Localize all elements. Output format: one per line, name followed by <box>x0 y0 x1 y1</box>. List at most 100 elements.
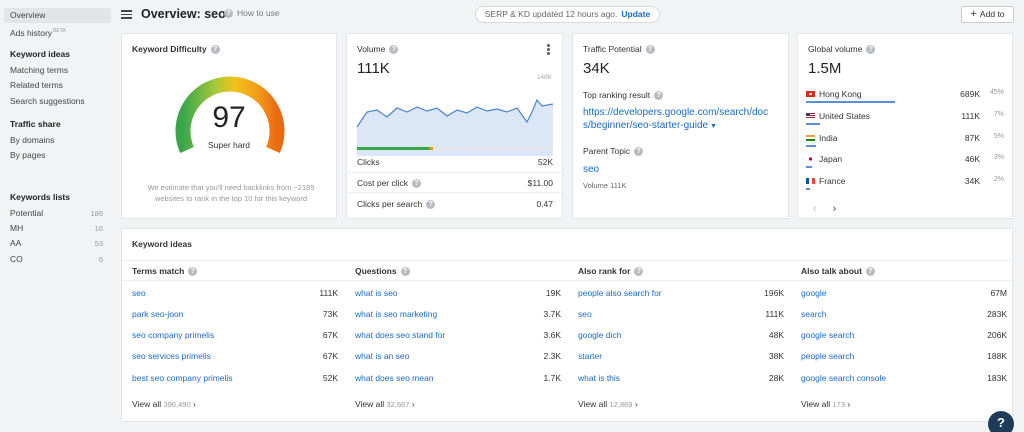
keyword-link[interactable]: starter <box>578 351 603 361</box>
list-item[interactable]: starter 38K <box>578 351 784 361</box>
keyword-link[interactable]: people also search for <box>578 288 662 298</box>
list-item[interactable]: google 67M <box>801 288 1007 298</box>
help-circle-icon[interactable]: ? <box>645 45 655 55</box>
keyword-link[interactable]: best seo company primelis <box>132 373 233 383</box>
sidebar-item-matching-terms[interactable]: Matching terms <box>10 65 69 75</box>
update-link[interactable]: Update <box>621 9 651 19</box>
help-circle-icon[interactable]: ? <box>865 267 875 277</box>
help-circle-icon[interactable]: ? <box>426 200 436 210</box>
keyword-volume: 283K <box>987 309 1007 319</box>
chevron-left-icon[interactable]: ‹ <box>813 203 833 215</box>
help-circle-icon[interactable]: ? <box>389 45 399 55</box>
list-item[interactable]: people also search for 196K <box>578 288 784 298</box>
keyword-link[interactable]: what is seo <box>355 288 398 298</box>
help-circle-icon[interactable]: ? <box>866 45 876 55</box>
help-circle-icon[interactable]: ? <box>412 179 422 189</box>
view-all-link[interactable]: View all 12,869 › <box>578 399 638 409</box>
list-item[interactable]: what does seo stand for 3.6K <box>355 330 561 340</box>
list-item[interactable]: google search 206K <box>801 330 1007 340</box>
row-label: Clicks <box>357 157 380 167</box>
keyword-link[interactable]: people search <box>801 351 855 361</box>
sidebar-item-by-domains[interactable]: By domains <box>10 135 55 145</box>
keyword-link[interactable]: google dich <box>578 330 622 340</box>
help-circle-icon[interactable]: ? <box>188 267 198 277</box>
view-all-link[interactable]: View all 32,667 › <box>355 399 415 409</box>
list-item[interactable]: what does seo mean 1.7K <box>355 373 561 383</box>
keyword-volume: 3.6K <box>543 330 562 340</box>
row-label: Cost per click <box>357 178 409 188</box>
sidebar-list-item[interactable]: MH 16 <box>4 221 111 236</box>
gv-title-label: Global volume <box>808 44 863 54</box>
keyword-link[interactable]: seo services primelis <box>132 351 211 361</box>
help-circle-icon[interactable]: ? <box>210 45 220 55</box>
list-item[interactable]: people search 188K <box>801 351 1007 361</box>
keyword-link[interactable]: seo <box>578 309 592 319</box>
volume-trend-chart <box>357 98 553 156</box>
help-circle-icon[interactable]: ? <box>400 267 410 277</box>
country-pager: ‹› <box>813 203 852 215</box>
keyword-link[interactable]: seo company primelis <box>132 330 215 340</box>
chart-max-label: 148K <box>536 74 552 81</box>
list-item[interactable]: seo 111K <box>578 309 784 319</box>
country-row[interactable]: United States 111K 7% <box>806 111 1004 127</box>
chevron-right-icon[interactable]: › <box>832 203 853 215</box>
parent-topic-label: Parent Topic? <box>583 146 644 157</box>
help-circle-icon[interactable]: ? <box>634 267 644 277</box>
keyword-link[interactable]: search <box>801 309 827 319</box>
country-percent: 45% <box>989 89 1004 96</box>
list-item[interactable]: park seo-joon 73K <box>132 309 338 319</box>
keyword-link[interactable]: what does seo stand for <box>355 330 446 340</box>
view-all-count: 12,869 <box>609 400 633 409</box>
keyword-link[interactable]: what is an seo <box>355 351 410 361</box>
more-options-icon[interactable] <box>547 44 550 56</box>
view-all-label: View all <box>132 399 162 409</box>
keyword-link[interactable]: google <box>801 288 827 298</box>
sidebar-item-search-suggestions[interactable]: Search suggestions <box>10 96 85 106</box>
add-to-button[interactable]: + Add to <box>961 6 1014 23</box>
sidebar-item-overview[interactable]: Overview <box>4 8 111 23</box>
keyword-link[interactable]: park seo-joon <box>132 309 184 319</box>
help-circle-icon[interactable]: ? <box>634 147 644 157</box>
sidebar-list-item[interactable]: Potential 186 <box>4 206 111 221</box>
list-item[interactable]: seo 111K <box>132 288 338 298</box>
list-item[interactable]: best seo company primelis 52K <box>132 373 338 383</box>
list-item[interactable]: seo company primelis 67K <box>132 330 338 340</box>
page-title: Overview: seo <box>141 7 226 21</box>
view-all-link[interactable]: View all 173 › <box>801 399 850 409</box>
list-item[interactable]: search 283K <box>801 309 1007 319</box>
view-all-link[interactable]: View all 396,490 › <box>132 399 196 409</box>
country-volume: 87K <box>964 133 980 143</box>
sidebar-item-related-terms[interactable]: Related terms <box>10 80 63 90</box>
how-to-use-link[interactable]: ? How to use <box>224 8 280 19</box>
france-flag-icon <box>806 178 815 184</box>
divider <box>122 260 1012 261</box>
list-item[interactable]: what is seo marketing 3.7K <box>355 309 561 319</box>
list-item[interactable]: seo services primelis 67K <box>132 351 338 361</box>
country-row[interactable]: Japan 46K 3% <box>806 154 1004 170</box>
sidebar-item-ads-history[interactable]: Ads historyBETA <box>4 24 111 39</box>
help-circle-icon[interactable]: ? <box>654 91 664 101</box>
list-item[interactable]: google dich 48K <box>578 330 784 340</box>
list-item[interactable]: what is seo 19K <box>355 288 561 298</box>
india-flag-icon <box>806 135 815 141</box>
keyword-link[interactable]: what is seo marketing <box>355 309 438 319</box>
keyword-link[interactable]: what does seo mean <box>355 373 434 383</box>
list-item[interactable]: what is this 28K <box>578 373 784 383</box>
country-row[interactable]: Hong Kong 689K 45% <box>806 89 1004 105</box>
keyword-link[interactable]: google search console <box>801 373 887 383</box>
keyword-link[interactable]: what is this <box>578 373 621 383</box>
keyword-link[interactable]: seo <box>132 288 146 298</box>
parent-topic-link[interactable]: seo <box>583 164 600 175</box>
help-circle-icon: ? <box>224 9 233 19</box>
list-item[interactable]: google search console 183K <box>801 373 1007 383</box>
country-row[interactable]: India 87K 5% <box>806 133 1004 149</box>
hamburger-menu-icon[interactable] <box>121 10 132 19</box>
list-item[interactable]: what is an seo 2.3K <box>355 351 561 361</box>
help-chat-button[interactable]: ? <box>988 411 1014 432</box>
country-row[interactable]: France 34K 2% <box>806 176 1004 192</box>
sidebar-list-item[interactable]: CO 6 <box>4 252 111 267</box>
sidebar-item-by-pages[interactable]: By pages <box>10 150 46 160</box>
top-ranking-url[interactable]: https://developers.google.com/search/doc… <box>583 106 773 133</box>
keyword-link[interactable]: google search <box>801 330 855 340</box>
sidebar-list-item[interactable]: AA 53 <box>4 236 111 251</box>
